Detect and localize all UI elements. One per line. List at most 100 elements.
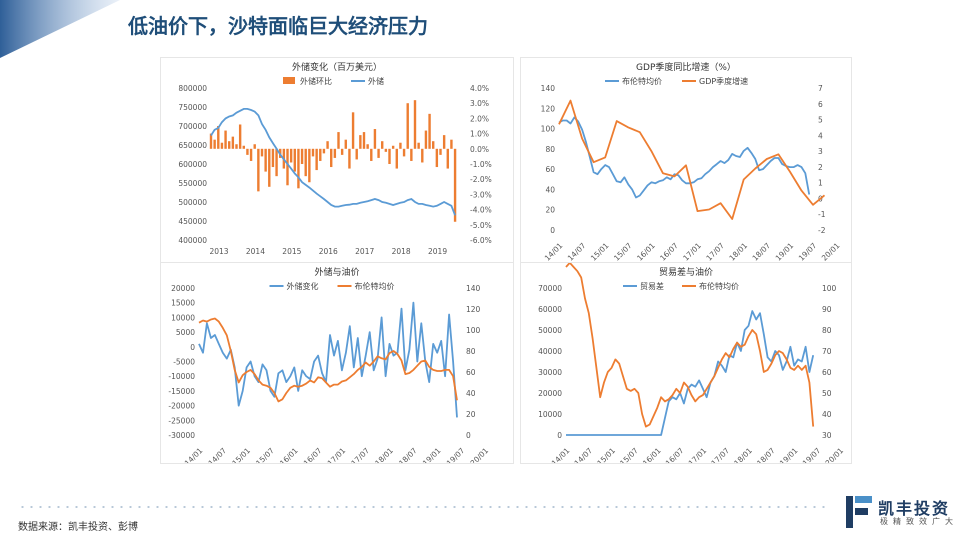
y2-tick-label: 2.0% xyxy=(470,114,489,123)
y2-tick-label: 40 xyxy=(822,410,832,419)
x-tick-label: 17/01 xyxy=(687,446,709,463)
chart-title: 贸易差与油价 xyxy=(659,266,713,278)
y-tick-label: 0 xyxy=(550,226,555,235)
y-tick-label: 100 xyxy=(541,125,556,134)
y2-tick-label: -3.0% xyxy=(470,190,492,199)
x-tick-label: 16/01 xyxy=(635,241,657,263)
x-tick-label: 16/01 xyxy=(641,446,663,463)
y2-tick-label: 1 xyxy=(818,179,823,188)
series-line xyxy=(198,317,458,403)
y-tick-label: 600000 xyxy=(178,160,207,169)
y-tick-label: -5000 xyxy=(173,358,195,367)
x-tick-label: 19/07 xyxy=(801,446,823,463)
chart-title: 外储与油价 xyxy=(314,266,359,278)
bar xyxy=(348,148,351,169)
x-tick-label: 16/07 xyxy=(664,446,686,463)
bar xyxy=(410,148,413,161)
y2-tick-label: -1 xyxy=(818,210,826,219)
bar xyxy=(257,148,260,192)
x-tick-label: 18/01 xyxy=(727,241,749,263)
y2-tick-label: 80 xyxy=(822,326,832,335)
x-tick-label: 20/01 xyxy=(469,446,491,463)
bar xyxy=(413,100,417,149)
bar xyxy=(362,132,366,149)
y-tick-label: 10000 xyxy=(171,313,195,322)
x-tick-label: 15/01 xyxy=(595,446,617,463)
chart-panel-reserves-oil: 外储与油价 外储变化 布伦特均价 -30000 -25000 -20000 -15000 -1… xyxy=(160,262,514,464)
bar xyxy=(446,148,449,169)
legend-label: 布伦特均价 xyxy=(355,281,395,291)
series-line xyxy=(558,99,826,220)
x-tick-label: 2014 xyxy=(246,247,265,256)
y-tick-label: -15000 xyxy=(168,387,195,396)
bar xyxy=(297,148,300,189)
bar xyxy=(366,144,369,149)
bar xyxy=(432,141,435,149)
y2-tick-label: -4.0% xyxy=(470,206,492,215)
y2-tick-label: 90 xyxy=(822,305,832,314)
y2-tick-label: 100 xyxy=(466,326,481,335)
y-tick-label: 40 xyxy=(545,185,555,194)
chart-panel-gdp: GDP季度同比增速（%） 布伦特均价 GDP季度增速 0 20 40 60 80 100 120 1… xyxy=(520,57,852,264)
bar xyxy=(220,142,224,149)
y2-tick-label: -2.0% xyxy=(470,175,492,184)
x-tick-label: 15/01 xyxy=(589,241,611,263)
y2-tick-label: 4.0% xyxy=(470,84,489,93)
bar xyxy=(333,148,337,158)
y-tick-label: 800000 xyxy=(178,84,207,93)
bar xyxy=(402,148,406,157)
x-tick-label: 14/01 xyxy=(543,241,565,263)
x-tick-label: 16/01 xyxy=(278,446,300,463)
x-tick-label: 14/07 xyxy=(207,446,229,463)
bar xyxy=(253,144,256,149)
bar xyxy=(381,141,384,149)
bar xyxy=(424,130,428,149)
x-tick-label: 17/01 xyxy=(326,446,348,463)
x-tick-label: 18/01 xyxy=(732,446,754,463)
corner-decoration xyxy=(0,0,120,58)
x-tick-label: 20/01 xyxy=(824,446,846,463)
y2-tick-label: -6.0% xyxy=(470,236,492,245)
bar xyxy=(388,148,391,164)
x-tick-label: 19/07 xyxy=(445,446,467,463)
bar xyxy=(435,148,439,168)
bar xyxy=(275,148,278,177)
y-tick-label: 60 xyxy=(545,165,555,174)
bar xyxy=(359,135,362,149)
x-tick-label: 17/07 xyxy=(709,446,731,463)
bar xyxy=(355,148,358,160)
bar xyxy=(391,145,395,149)
y-tick-label: 20000 xyxy=(171,284,195,293)
bar xyxy=(228,141,231,149)
x-tick-label: 17/01 xyxy=(681,241,703,263)
bar xyxy=(235,144,238,149)
bar xyxy=(217,126,220,149)
y2-tick-label: 0 xyxy=(466,431,471,440)
y2-tick-label: -1.0% xyxy=(470,160,492,169)
bar xyxy=(238,124,242,149)
y2-tick-label: 3 xyxy=(818,147,823,156)
y2-tick-label: 2 xyxy=(818,163,823,172)
y2-tick-label: 60 xyxy=(466,368,476,377)
x-tick-label: 19/01 xyxy=(774,241,796,263)
legend-label: GDP季度增速 xyxy=(699,76,748,86)
y2-tick-label: 0.0% xyxy=(470,145,489,154)
y-tick-label: 50000 xyxy=(538,326,562,335)
y2-tick-label: 60 xyxy=(822,368,832,377)
x-tick-label: 17/07 xyxy=(704,241,726,263)
y-tick-label: 750000 xyxy=(178,103,207,112)
y2-tick-label: 5 xyxy=(818,116,823,125)
x-tick-label: 16/07 xyxy=(302,446,324,463)
legend-label: 外储环比 xyxy=(300,76,332,86)
chart-panel-trade-oil: 贸易差与油价 贸易差 布伦特均价 0 10000 20000 30000 40000 50000… xyxy=(520,262,852,464)
legend-label: 布伦特均价 xyxy=(622,76,662,86)
bar xyxy=(231,136,235,149)
y2-tick-label: 3.0% xyxy=(470,99,489,108)
bar xyxy=(293,148,296,172)
series-line xyxy=(198,301,458,418)
bar xyxy=(246,148,249,155)
bar xyxy=(213,139,216,149)
bar xyxy=(209,133,213,149)
x-tick-label: 19/01 xyxy=(421,446,443,463)
